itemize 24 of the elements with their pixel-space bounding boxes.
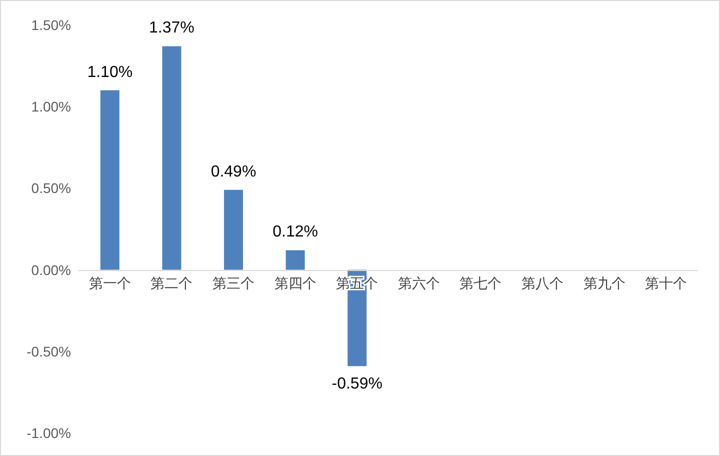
x-tick-label: 第三个 (212, 276, 254, 292)
y-tick-label: 1.50% (31, 17, 71, 33)
data-label: -0.59% (332, 376, 382, 393)
y-tick-label: 0.00% (31, 262, 71, 278)
y-tick-label: -1.00% (26, 425, 71, 441)
data-label: 0.12% (272, 224, 318, 241)
x-tick-label: 第七个 (460, 276, 502, 292)
bar (224, 190, 243, 270)
x-tick-label: 第六个 (398, 276, 440, 292)
bar (286, 250, 305, 270)
y-tick-label: -0.50% (26, 343, 71, 360)
bar (162, 46, 182, 270)
x-tick-label: 第九个 (583, 276, 626, 292)
x-tick-label: 第四个 (274, 276, 316, 292)
y-tick-label: 0.50% (31, 180, 71, 196)
data-label: 1.37% (149, 20, 194, 37)
data-label: 1.10% (87, 64, 133, 81)
bar (100, 90, 120, 270)
x-tick-label: 第二个 (150, 276, 193, 292)
x-tick-label: 第十个 (645, 276, 688, 292)
x-tick-label: 第一个 (88, 276, 131, 292)
y-tick-label: 1.00% (31, 98, 71, 115)
data-label: 0.49% (210, 163, 256, 180)
x-tick-label: 第八个 (522, 276, 564, 292)
